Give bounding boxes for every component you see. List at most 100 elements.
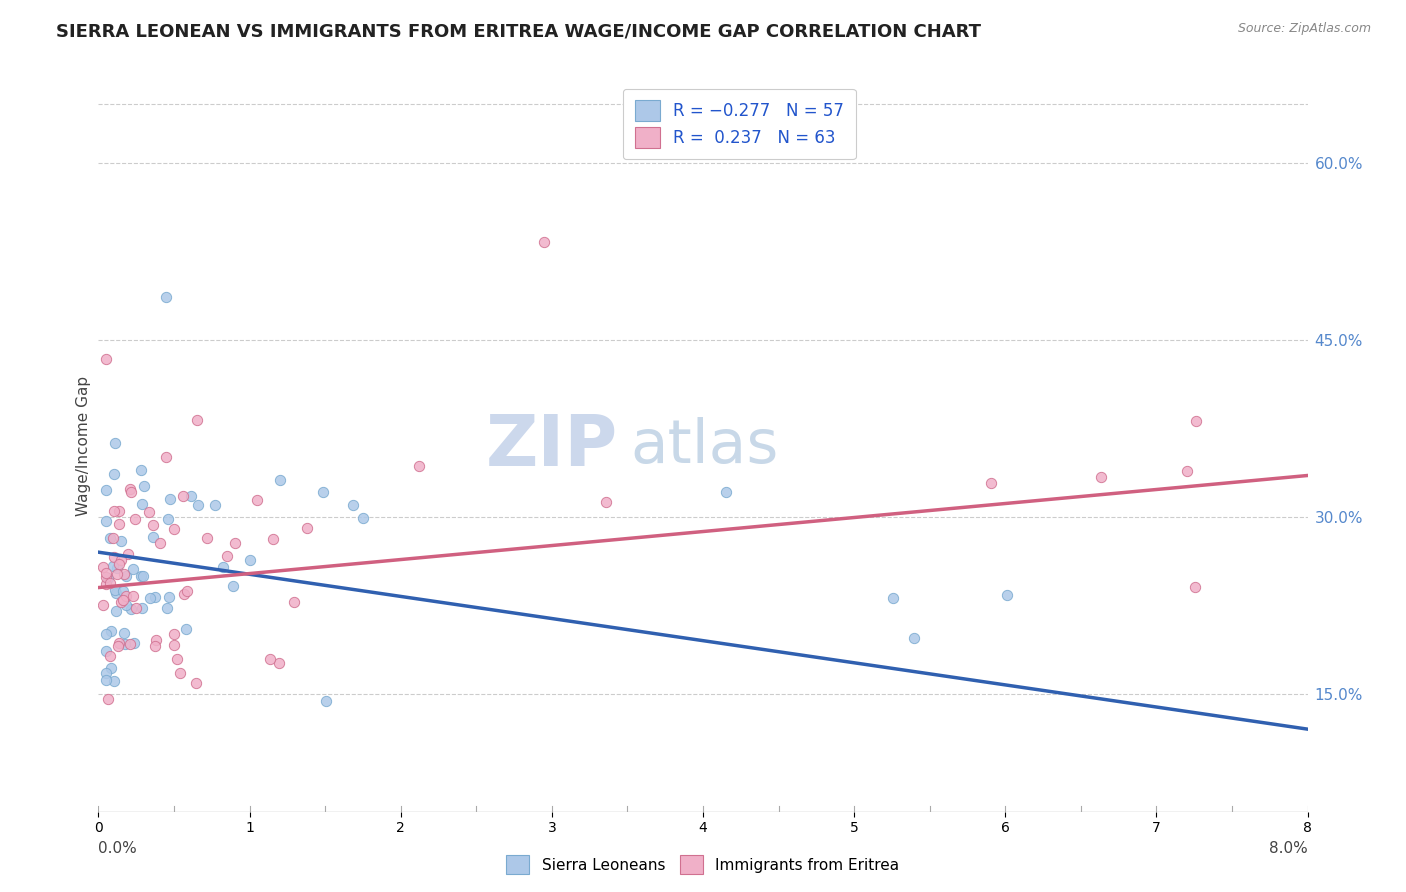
Point xyxy=(120,601,142,615)
Point xyxy=(262,532,284,546)
Point xyxy=(125,600,148,615)
Point xyxy=(224,535,246,549)
Point xyxy=(239,552,262,566)
Point xyxy=(145,639,167,653)
Point xyxy=(157,590,180,604)
Point xyxy=(259,652,281,666)
Point xyxy=(94,514,117,528)
Text: SIERRA LEONEAN VS IMMIGRANTS FROM ERITREA WAGE/INCOME GAP CORRELATION CHART: SIERRA LEONEAN VS IMMIGRANTS FROM ERITRE… xyxy=(56,22,981,40)
Point xyxy=(173,587,195,601)
Point xyxy=(118,483,141,497)
Point xyxy=(108,635,131,649)
Point xyxy=(131,600,153,615)
Point xyxy=(1184,581,1206,595)
Point xyxy=(122,636,145,650)
Point xyxy=(1175,464,1198,478)
Point xyxy=(163,522,186,536)
Point xyxy=(267,656,290,670)
Point xyxy=(124,511,146,525)
Point xyxy=(315,694,337,708)
Point xyxy=(114,626,136,640)
Point xyxy=(100,624,122,639)
Point xyxy=(112,567,135,582)
Point xyxy=(1185,414,1208,428)
Point xyxy=(995,588,1018,602)
Point xyxy=(94,576,117,591)
Point xyxy=(97,571,120,585)
Point xyxy=(149,536,172,550)
Point xyxy=(108,558,131,572)
Point xyxy=(94,643,117,657)
Point xyxy=(94,627,117,641)
Point xyxy=(159,491,181,506)
Point xyxy=(110,534,132,549)
Point xyxy=(295,520,318,534)
Point xyxy=(882,591,904,606)
Point xyxy=(114,569,136,583)
Point xyxy=(108,517,131,532)
Point xyxy=(134,479,156,493)
Point xyxy=(103,467,125,482)
Point xyxy=(163,627,186,641)
Point xyxy=(107,639,129,653)
Point xyxy=(103,549,125,564)
Point xyxy=(131,497,153,511)
Point xyxy=(104,586,127,600)
Point xyxy=(222,579,245,593)
Point xyxy=(94,569,117,583)
Point xyxy=(980,476,1002,491)
Point xyxy=(115,598,138,612)
Point xyxy=(96,692,118,706)
Point xyxy=(143,590,166,604)
Point xyxy=(91,598,114,612)
Point xyxy=(155,450,177,465)
Point xyxy=(122,562,145,576)
Point xyxy=(156,512,179,526)
Point xyxy=(98,648,121,663)
Point xyxy=(408,458,430,473)
Point xyxy=(595,495,617,509)
Point xyxy=(138,505,160,519)
Point xyxy=(94,666,117,681)
Point xyxy=(145,633,167,648)
Point xyxy=(312,485,335,500)
Point xyxy=(105,604,128,618)
Point xyxy=(101,559,124,574)
Point xyxy=(131,568,153,582)
Legend: R = −0.277   N = 57, R =  0.237   N = 63: R = −0.277 N = 57, R = 0.237 N = 63 xyxy=(623,88,855,160)
Text: 0.0%: 0.0% xyxy=(98,841,138,856)
Point xyxy=(174,622,197,636)
Point xyxy=(204,498,226,512)
Text: 8.0%: 8.0% xyxy=(1268,841,1308,856)
Point xyxy=(180,489,202,503)
Point xyxy=(352,510,374,524)
Point xyxy=(118,637,141,651)
Point xyxy=(176,583,198,598)
Point xyxy=(96,673,118,687)
Point xyxy=(142,517,165,532)
Point xyxy=(91,560,114,574)
Point xyxy=(115,589,138,603)
Point xyxy=(98,531,121,545)
Point xyxy=(212,560,235,574)
Point xyxy=(94,483,117,497)
Point xyxy=(246,492,269,507)
Point xyxy=(714,485,737,500)
Point xyxy=(112,584,135,599)
Point xyxy=(110,552,132,566)
Point xyxy=(342,498,364,512)
Point xyxy=(103,504,125,518)
Point xyxy=(94,352,117,367)
Text: atlas: atlas xyxy=(630,417,779,475)
Point xyxy=(142,530,165,544)
Point xyxy=(903,631,925,645)
Point xyxy=(101,532,124,546)
Point xyxy=(186,413,208,427)
Point xyxy=(1090,469,1112,483)
Point xyxy=(283,595,305,609)
Point xyxy=(269,473,291,487)
Point xyxy=(105,561,128,575)
Point xyxy=(104,582,127,597)
Point xyxy=(195,532,218,546)
Point xyxy=(186,675,208,690)
